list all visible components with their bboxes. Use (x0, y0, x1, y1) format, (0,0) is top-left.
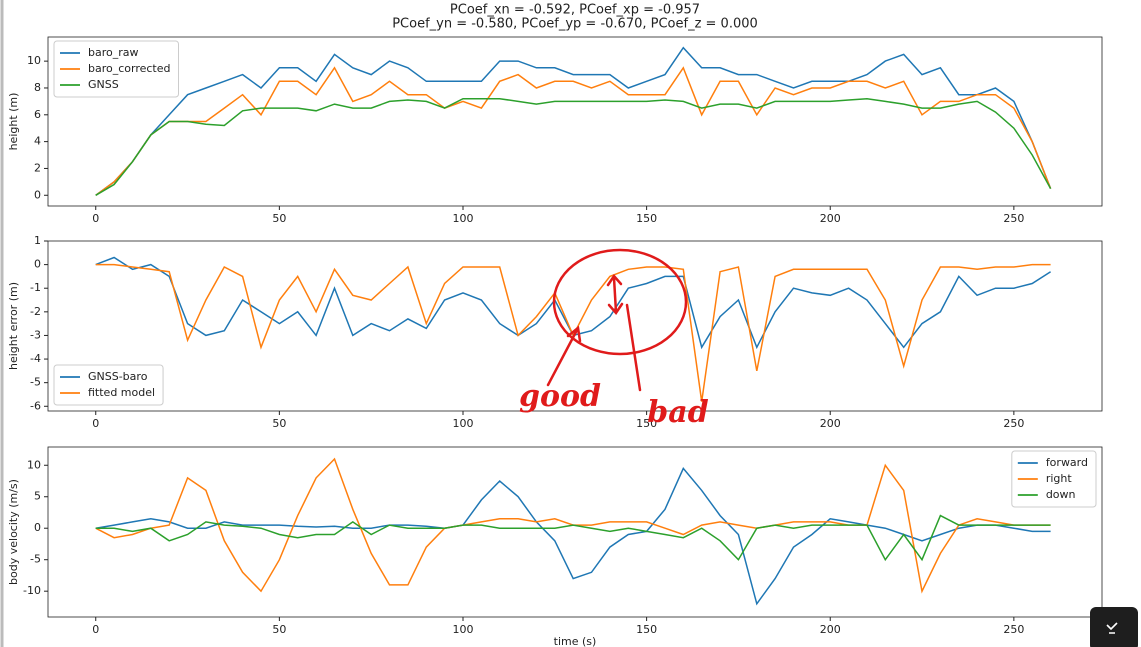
x-axis-label: time (s) (554, 635, 597, 647)
y-tick-label: 2 (34, 161, 41, 174)
x-tick-label: 100 (452, 623, 473, 636)
y-tick-label: -5 (30, 376, 41, 389)
y-tick-label: 6 (34, 108, 41, 121)
annotation-text: good (519, 379, 601, 414)
series-line (95, 466, 1051, 606)
hand-annotations (546, 248, 688, 392)
y-tick-label: 1 (34, 234, 41, 247)
annotation-arrow (625, 303, 642, 392)
y-tick-label: -6 (30, 399, 41, 412)
legend-frame (53, 364, 164, 406)
toolbar-button[interactable] (1090, 607, 1138, 647)
series-line (95, 514, 1051, 562)
y-tick-label: 4 (34, 135, 41, 148)
annotation-arrow (546, 325, 582, 387)
x-tick-label: 250 (1003, 212, 1024, 225)
y-axis-label: height error (m) (7, 282, 20, 370)
series-line (95, 46, 1052, 196)
annotation-circle (552, 248, 688, 356)
legend-label: GNSS-baro (88, 370, 148, 383)
x-tick-label: 250 (1003, 417, 1024, 430)
y-axis-label: height (m) (7, 93, 20, 151)
chart-title: PCoef_xn = -0.592, PCoef_xp = -0.957 (450, 3, 700, 18)
x-tick-label: 150 (636, 623, 657, 636)
series-line (95, 97, 1052, 196)
y-tick-label: 5 (34, 490, 41, 503)
x-tick-label: 150 (636, 212, 657, 225)
annotation-text: bad (647, 395, 708, 430)
legend-label: down (1046, 488, 1076, 501)
y-tick-label: 0 (34, 521, 41, 534)
x-tick-label: 100 (452, 212, 473, 225)
x-tick-label: 250 (1003, 623, 1024, 636)
legend-label: right (1046, 472, 1073, 485)
y-tick-label: 10 (27, 458, 41, 471)
legend-label: fitted model (88, 386, 155, 399)
legend-frame (1011, 450, 1097, 508)
plot-frame (47, 240, 1103, 412)
legend-label: forward (1046, 456, 1088, 469)
chart-subtitle: PCoef_yn = -0.580, PCoef_yp = -0.670, PC… (392, 17, 758, 32)
x-tick-label: 50 (272, 417, 286, 430)
legend: forward right down (1011, 450, 1097, 508)
series-line (95, 66, 1052, 196)
y-tick-label: -2 (30, 305, 41, 318)
y-tick-label: 8 (34, 81, 41, 94)
x-tick-label: 150 (636, 417, 657, 430)
x-tick-label: 200 (820, 417, 841, 430)
y-axis-label: body velocity (m/s) (7, 479, 20, 585)
plot-frame (47, 36, 1103, 207)
annotation-arrow (606, 273, 624, 316)
y-tick-label: -10 (23, 584, 41, 597)
legend-label: GNSS (88, 78, 119, 91)
x-tick-label: 200 (820, 212, 841, 225)
x-tick-label: 50 (272, 212, 286, 225)
legend-label: baro_corrected (88, 62, 171, 75)
y-tick-label: 0 (34, 258, 41, 271)
y-tick-label: -4 (30, 352, 41, 365)
legend: baro_raw baro_corrected GNSS (53, 40, 179, 98)
y-tick-label: -5 (30, 553, 41, 566)
x-tick-label: 0 (92, 623, 99, 636)
x-tick-label: 200 (820, 623, 841, 636)
y-tick-label: 10 (27, 54, 41, 67)
y-tick-label: 0 (34, 188, 41, 201)
y-tick-label: -3 (30, 328, 41, 341)
legend-frame (53, 40, 179, 98)
plot-frame (47, 446, 1103, 618)
x-tick-label: 100 (452, 417, 473, 430)
x-tick-label: 50 (272, 623, 286, 636)
x-tick-label: 0 (92, 212, 99, 225)
x-tick-label: 0 (92, 417, 99, 430)
button-icon (1106, 622, 1118, 634)
legend: GNSS-baro fitted model (53, 364, 164, 406)
legend-label: baro_raw (88, 46, 139, 59)
y-tick-label: -1 (30, 281, 41, 294)
